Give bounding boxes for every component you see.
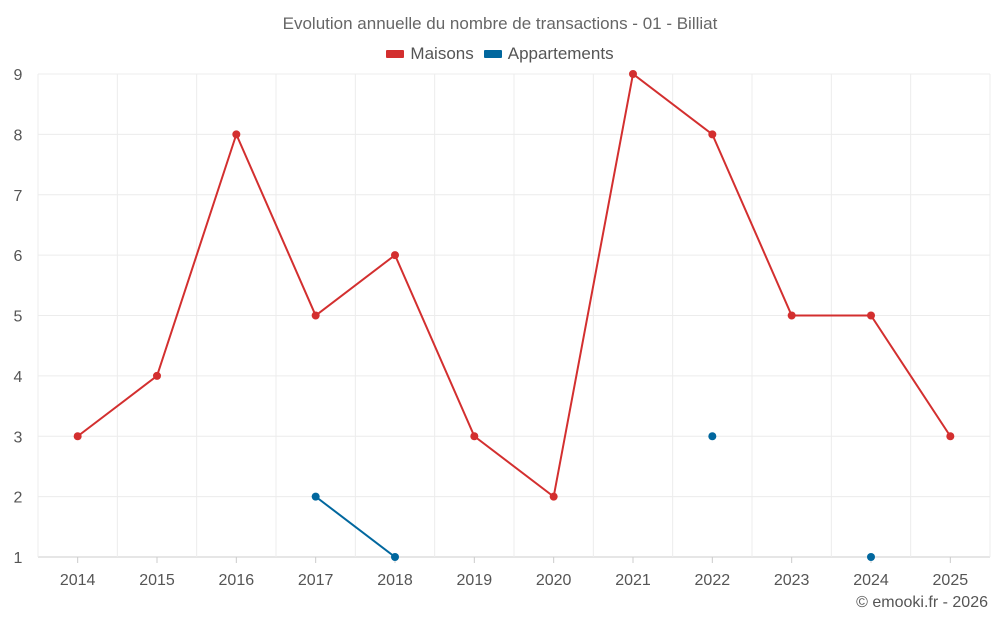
y-tick-label: 3 (14, 429, 23, 446)
y-tick-label: 9 (14, 67, 23, 84)
y-tick-label: 7 (14, 188, 23, 205)
series-line-appartements (315, 495, 396, 558)
y-tick-label: 6 (14, 248, 23, 265)
data-point-maisons[interactable] (232, 130, 241, 139)
x-tick-label: 2021 (615, 572, 651, 589)
legend-label-maisons: Maisons (410, 44, 474, 63)
data-point-maisons[interactable] (153, 371, 161, 380)
y-tick-label: 2 (14, 490, 23, 507)
data-point-maisons[interactable] (787, 311, 796, 320)
data-point-maisons[interactable] (73, 432, 82, 441)
x-tick-label: 2025 (933, 572, 969, 589)
data-point-maisons[interactable] (867, 311, 875, 320)
y-tick-label: 8 (14, 127, 23, 144)
x-tick-label: 2016 (219, 572, 255, 589)
series-line-maisons (77, 72, 952, 499)
legend-item-appartements[interactable]: Appartements (483, 44, 614, 64)
legend-swatch-maisons (386, 50, 405, 58)
y-tick-label: 5 (14, 309, 23, 326)
chart-legend: Maisons Appartements (0, 44, 1000, 64)
y-tick-label: 4 (14, 369, 23, 386)
data-point-maisons[interactable] (391, 251, 399, 260)
credit-text: © emooki.fr - 2026 (856, 594, 988, 611)
data-point-maisons[interactable] (708, 130, 717, 139)
legend-item-maisons[interactable]: Maisons (386, 44, 474, 64)
x-tick-label: 2020 (536, 572, 572, 589)
x-tick-label: 2018 (377, 572, 413, 589)
data-point-appartements[interactable] (391, 553, 399, 561)
data-point-maisons[interactable] (549, 492, 558, 501)
data-point-maisons[interactable] (629, 70, 637, 78)
legend-swatch-appartements (483, 50, 502, 58)
x-tick-label: 2022 (695, 572, 731, 589)
x-tick-label: 2023 (774, 572, 810, 589)
data-point-appartements[interactable] (867, 553, 875, 561)
data-point-maisons[interactable] (470, 432, 479, 441)
legend-label-appartements: Appartements (507, 44, 614, 63)
data-point-maisons[interactable] (946, 432, 955, 441)
x-tick-label: 2015 (139, 572, 175, 589)
x-tick-label: 2024 (853, 572, 889, 589)
chart-title: Evolution annuelle du nombre de transact… (282, 14, 718, 33)
x-tick-label: 2014 (60, 572, 96, 589)
data-point-appartements[interactable] (311, 492, 320, 501)
y-tick-label: 1 (14, 550, 23, 567)
x-tick-label: 2017 (298, 572, 334, 589)
x-tick-label: 2019 (457, 572, 493, 589)
data-point-appartements[interactable] (708, 432, 717, 441)
data-point-maisons[interactable] (311, 311, 320, 320)
